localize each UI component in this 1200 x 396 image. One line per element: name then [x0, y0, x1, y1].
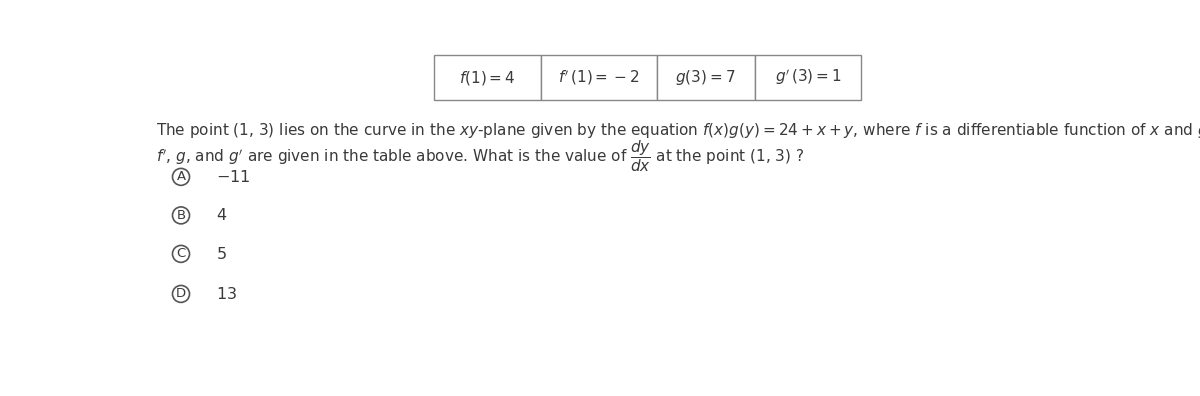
Text: $f(1) = 4$: $f(1) = 4$	[458, 69, 515, 87]
Circle shape	[173, 246, 190, 263]
Text: $-11$: $-11$	[216, 169, 251, 185]
Bar	[541, 55, 656, 100]
Text: $f^{\prime}\,(1) = -2$: $f^{\prime}\,(1) = -2$	[558, 68, 640, 87]
Text: B: B	[176, 209, 186, 222]
Text: A: A	[176, 170, 186, 183]
Circle shape	[173, 168, 190, 185]
Text: $g(3) = 7$: $g(3) = 7$	[676, 68, 736, 87]
Circle shape	[173, 207, 190, 224]
Text: $g^{\prime}\,(3) = 1$: $g^{\prime}\,(3) = 1$	[774, 68, 841, 88]
Text: $5$: $5$	[216, 246, 227, 262]
Bar	[433, 55, 541, 100]
Text: The point (1, 3) lies on the curve in the $xy$-plane given by the equation $f(x): The point (1, 3) lies on the curve in th…	[156, 121, 1200, 140]
Bar	[656, 55, 755, 100]
Bar	[755, 55, 862, 100]
Text: $13$: $13$	[216, 286, 236, 302]
Text: D: D	[176, 287, 186, 301]
Text: C: C	[176, 248, 186, 261]
Circle shape	[173, 286, 190, 303]
Text: $f^{\prime}$, $g$, and $g^{\prime}$ are given in the table above. What is the va: $f^{\prime}$, $g$, and $g^{\prime}$ are …	[156, 138, 804, 174]
Text: $4$: $4$	[216, 208, 227, 223]
